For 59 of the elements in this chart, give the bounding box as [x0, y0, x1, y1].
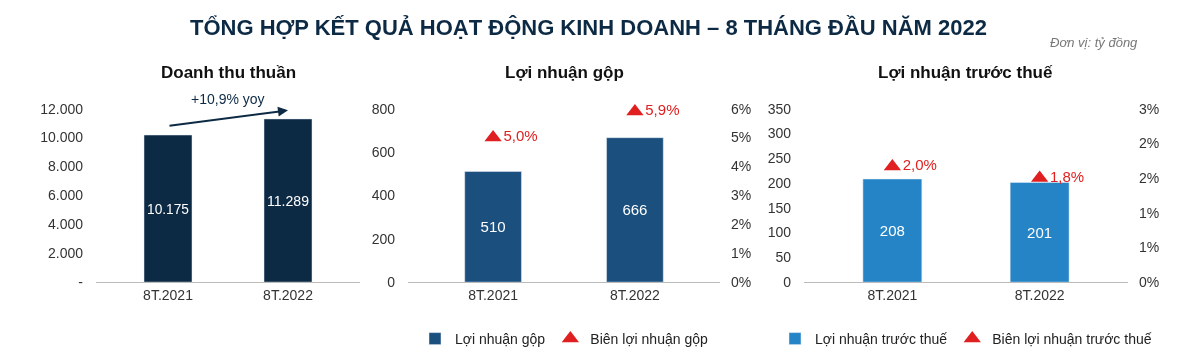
- y-tick-label: 800: [371, 100, 396, 117]
- y2-tick-label: 1%: [731, 245, 752, 262]
- data-label: 5,0%: [503, 127, 538, 145]
- x-tick-label: 8T.2022: [1014, 286, 1065, 303]
- y2-tick-label: 2%: [1139, 135, 1160, 152]
- y2-tick-label: 1%: [1139, 204, 1160, 221]
- x-tick-label: 8T.2022: [610, 286, 661, 303]
- y-tick-label: -: [78, 274, 84, 291]
- y2-tick-label: 1%: [1139, 239, 1160, 256]
- y-tick-label: 8.000: [47, 158, 84, 175]
- x-tick-label: 8T.2021: [867, 286, 918, 303]
- y-tick-label: 250: [767, 150, 792, 167]
- y2-tick-label: 3%: [731, 187, 752, 204]
- y-tick-label: 4.000: [47, 216, 84, 233]
- y-tick-label: 200: [767, 174, 792, 191]
- y-tick-label: 400: [371, 187, 396, 204]
- y-tick-label: 12.000: [40, 100, 84, 117]
- data-label: 10.175: [147, 201, 190, 217]
- data-label: 5,9%: [645, 101, 680, 119]
- y2-tick-label: 0%: [731, 274, 752, 291]
- y-tick-label: 200: [371, 230, 396, 247]
- x-tick-label: 8T.2022: [263, 286, 314, 303]
- y-tick-label: 10.000: [40, 129, 84, 146]
- y-tick-label: 350: [767, 100, 792, 117]
- chart-title: Lợi nhuận gộp: [505, 63, 624, 82]
- y2-tick-label: 2%: [1139, 169, 1160, 186]
- text: +10,9% yoy: [191, 91, 265, 107]
- chart-title: Lợi nhuận trước thuế: [878, 63, 1053, 82]
- legend-label: Biên lợi nhuận gộp: [590, 331, 708, 348]
- chart-title: Doanh thu thuần: [161, 63, 297, 82]
- data-label: 666: [622, 201, 648, 219]
- y2-tick-label: 3%: [1139, 100, 1160, 117]
- x-tick-label: 8T.2021: [468, 286, 519, 303]
- text: Đơn vị: tỷ đồng: [1050, 35, 1139, 50]
- legend-label: Biên lợi nhuận trước thuế: [992, 331, 1152, 348]
- y-tick-label: 2.000: [47, 245, 84, 262]
- y2-tick-label: 2%: [731, 216, 752, 233]
- y2-tick-label: 6%: [731, 100, 752, 117]
- y-tick-label: 0: [387, 274, 396, 291]
- y-tick-label: 300: [767, 125, 792, 142]
- y-tick-label: 600: [371, 143, 396, 160]
- data-label: 1,8%: [1050, 167, 1085, 185]
- text: TỔNG HỢP KẾT QUẢ HOẠT ĐỘNG KINH DOANH – 8 THÁNG ĐẦU NĂM 2022: [190, 15, 987, 40]
- data-label: 2,0%: [902, 156, 937, 174]
- y2-tick-label: 5%: [731, 129, 752, 146]
- data-label: 11.289: [267, 192, 310, 209]
- x-tick-label: 8T.2021: [143, 286, 194, 303]
- legend-label: Lợi nhuận gộp: [455, 331, 546, 348]
- y2-tick-label: 0%: [1139, 274, 1160, 291]
- y-tick-label: 50: [775, 249, 792, 266]
- data-label: 510: [480, 218, 506, 236]
- data-label: 208: [879, 222, 905, 240]
- y-tick-label: 150: [767, 199, 792, 216]
- data-label: 201: [1027, 223, 1053, 241]
- y-tick-label: 100: [767, 224, 792, 241]
- y-tick-label: 0: [783, 274, 792, 291]
- y-tick-label: 6.000: [47, 187, 84, 204]
- y2-tick-label: 4%: [731, 158, 752, 175]
- legend-label: Lợi nhuận trước thuế: [815, 331, 948, 348]
